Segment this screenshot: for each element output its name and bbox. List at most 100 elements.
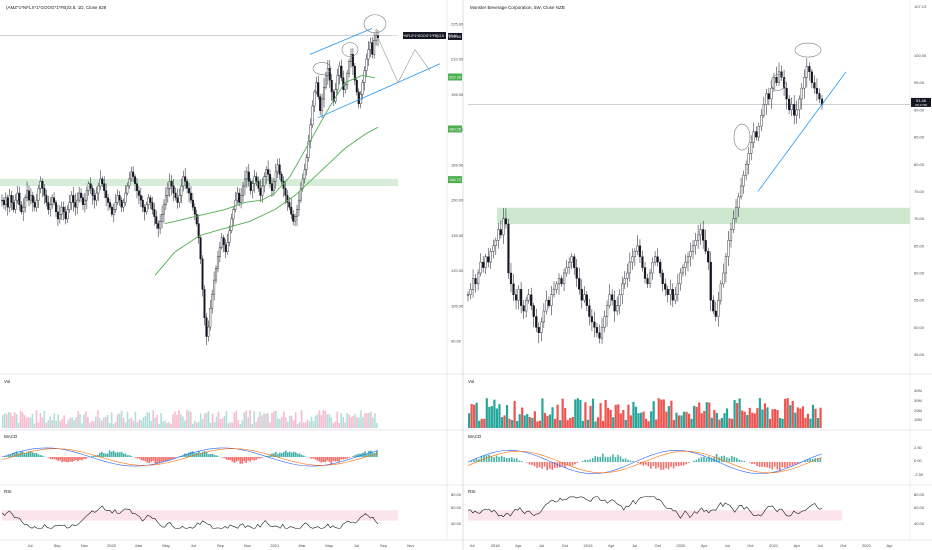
left-candle bbox=[226, 233, 229, 255]
right-bar bbox=[656, 248, 659, 267]
right-volume-bar bbox=[728, 418, 731, 428]
left-volume-bar bbox=[29, 417, 32, 428]
left-candle bbox=[166, 182, 169, 203]
left-macd-hist bbox=[81, 457, 83, 461]
left-volume-bar bbox=[91, 420, 93, 428]
right-volume-bar bbox=[553, 418, 557, 428]
left-candle-body bbox=[1, 199, 4, 202]
right-bar-body bbox=[815, 87, 819, 94]
left-volume-bar bbox=[203, 413, 206, 428]
right-macd-hist bbox=[561, 462, 564, 467]
right-bar-body bbox=[742, 174, 745, 187]
left-candle-body bbox=[232, 209, 235, 220]
left-candle bbox=[303, 163, 306, 184]
left-macd-hist bbox=[275, 451, 277, 457]
right-bar-body bbox=[517, 289, 520, 301]
right-bar bbox=[527, 288, 530, 304]
left-volume-bar bbox=[27, 417, 30, 428]
left-macd-hist bbox=[352, 456, 354, 457]
left-volume-bar bbox=[275, 410, 277, 428]
left-volume-bar bbox=[180, 413, 182, 428]
right-volume-bar bbox=[617, 404, 620, 428]
right-bar bbox=[611, 289, 614, 306]
left-price-pane[interactable] bbox=[0, 14, 441, 346]
right-bar-body bbox=[568, 261, 571, 268]
left-candle-body bbox=[328, 68, 331, 81]
right-bar bbox=[762, 96, 765, 119]
right-bar-body bbox=[492, 245, 495, 252]
right-bar-body bbox=[659, 261, 662, 274]
right-bar-body bbox=[535, 316, 538, 328]
left-candle-body bbox=[216, 256, 219, 269]
right-macd-hist bbox=[576, 462, 579, 463]
right-macd-line bbox=[467, 450, 823, 474]
left-volume-bar bbox=[71, 417, 73, 428]
right-bar-body bbox=[669, 289, 672, 295]
right-macd-hist bbox=[796, 462, 799, 465]
right-bar-body bbox=[562, 272, 566, 285]
left-candle-body bbox=[174, 192, 177, 198]
right-bar-body bbox=[691, 245, 695, 252]
right-bar-body bbox=[818, 93, 821, 100]
left-macd-hist bbox=[273, 453, 275, 457]
left-volume-bar bbox=[193, 420, 196, 428]
right-macd-hist bbox=[571, 462, 574, 466]
left-price-tag bbox=[448, 176, 462, 184]
left-candle bbox=[220, 233, 223, 250]
left-candle bbox=[361, 79, 364, 100]
right-bar-body bbox=[593, 321, 596, 328]
left-volume-bar bbox=[312, 421, 315, 428]
right-macd-hist bbox=[672, 462, 675, 469]
left-candle bbox=[87, 181, 90, 196]
left-candle bbox=[170, 175, 173, 196]
right-bar bbox=[550, 285, 553, 316]
left-macd-hist bbox=[3, 456, 6, 457]
left-candle-body bbox=[348, 61, 351, 74]
right-bar bbox=[666, 285, 669, 303]
left-candle-body bbox=[147, 197, 150, 206]
left-volume-bar bbox=[2, 415, 4, 428]
left-candle-body bbox=[365, 58, 368, 71]
left-macd-hist bbox=[13, 452, 16, 457]
left-candle-body bbox=[149, 197, 152, 203]
right-bar-body bbox=[532, 305, 535, 317]
left-candle-body bbox=[54, 202, 57, 213]
left-candle bbox=[93, 189, 96, 209]
right-bar bbox=[471, 269, 475, 298]
left-candle bbox=[238, 188, 241, 207]
left-candle bbox=[149, 195, 152, 210]
right-macd-hist bbox=[660, 462, 662, 470]
right-bar bbox=[793, 95, 796, 125]
right-volume-bar bbox=[475, 402, 478, 428]
right-bar-body bbox=[643, 267, 647, 279]
right-bar-body bbox=[767, 93, 770, 100]
right-volume-bar bbox=[819, 407, 822, 428]
left-volume-bar bbox=[294, 412, 297, 428]
left-volume-bar bbox=[104, 416, 107, 428]
left-candle bbox=[255, 172, 258, 187]
left-volume-bar bbox=[344, 422, 346, 428]
right-bar-body bbox=[772, 77, 776, 89]
right-bar-body bbox=[545, 299, 548, 312]
right-volume-bar bbox=[695, 406, 698, 428]
right-price-pane[interactable] bbox=[466, 42, 910, 344]
left-macd-hist bbox=[142, 457, 145, 461]
left-vol-label: Vol bbox=[4, 379, 11, 384]
left-candle-body bbox=[203, 289, 206, 318]
left-candle-body bbox=[95, 192, 98, 201]
right-macd-hist bbox=[559, 462, 561, 468]
left-macd-hist bbox=[286, 452, 289, 457]
left-volume-bar bbox=[286, 421, 289, 428]
left-candle bbox=[174, 187, 177, 201]
left-volume-bar bbox=[98, 418, 101, 428]
left-macd-hist bbox=[150, 457, 153, 462]
left-volume-bar bbox=[263, 413, 265, 428]
right-bar bbox=[648, 269, 652, 288]
right-volume-bar bbox=[816, 417, 820, 428]
left-volume-bar bbox=[67, 420, 69, 428]
indicator-panes[interactable] bbox=[1, 398, 842, 529]
right-price-tick: 60.00 bbox=[914, 271, 925, 276]
right-volume-bar bbox=[758, 398, 761, 428]
